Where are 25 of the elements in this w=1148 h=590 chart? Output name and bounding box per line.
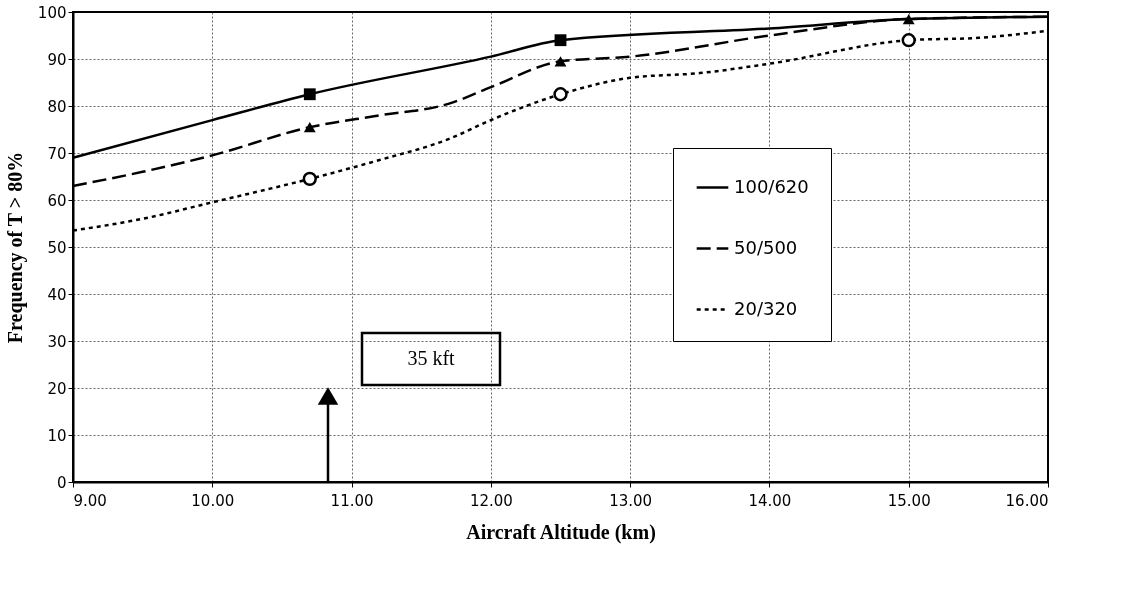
y-tick-label: 100: [37, 3, 67, 22]
x-tick-label: 10.00: [191, 491, 235, 510]
y-tick-label: 70: [47, 144, 67, 163]
x-axis-title: Aircraft Altitude (km): [466, 520, 656, 544]
x-tick-label: 16.00: [1005, 491, 1049, 510]
x-tick-label: 12.00: [469, 491, 513, 510]
y-axis-title: Frequency of T > 80%: [3, 151, 27, 344]
y-tick-label: 0: [56, 473, 67, 492]
y-tick-label: 90: [47, 50, 67, 69]
legend-label: 100/620: [734, 175, 809, 197]
y-tick-label: 30: [47, 332, 67, 351]
legend-label: 20/320: [734, 297, 798, 319]
x-tick-label: 11.00: [330, 491, 374, 510]
legend-label: 50/500: [734, 236, 798, 258]
y-tick-label: 10: [47, 426, 67, 445]
annotation: 35 kft: [407, 347, 456, 369]
x-tick-label: 13.00: [609, 491, 653, 510]
y-tick-label: 50: [47, 238, 67, 257]
x-tick-label: 15.00: [887, 491, 931, 510]
y-tick-label: 80: [47, 97, 67, 116]
x-tick-label: 14.00: [748, 491, 792, 510]
y-tick-label: 20: [47, 379, 67, 398]
y-tick-label: 40: [47, 285, 67, 304]
y-tick-label: 60: [47, 191, 67, 210]
x-tick-label: 9.00: [73, 491, 107, 510]
